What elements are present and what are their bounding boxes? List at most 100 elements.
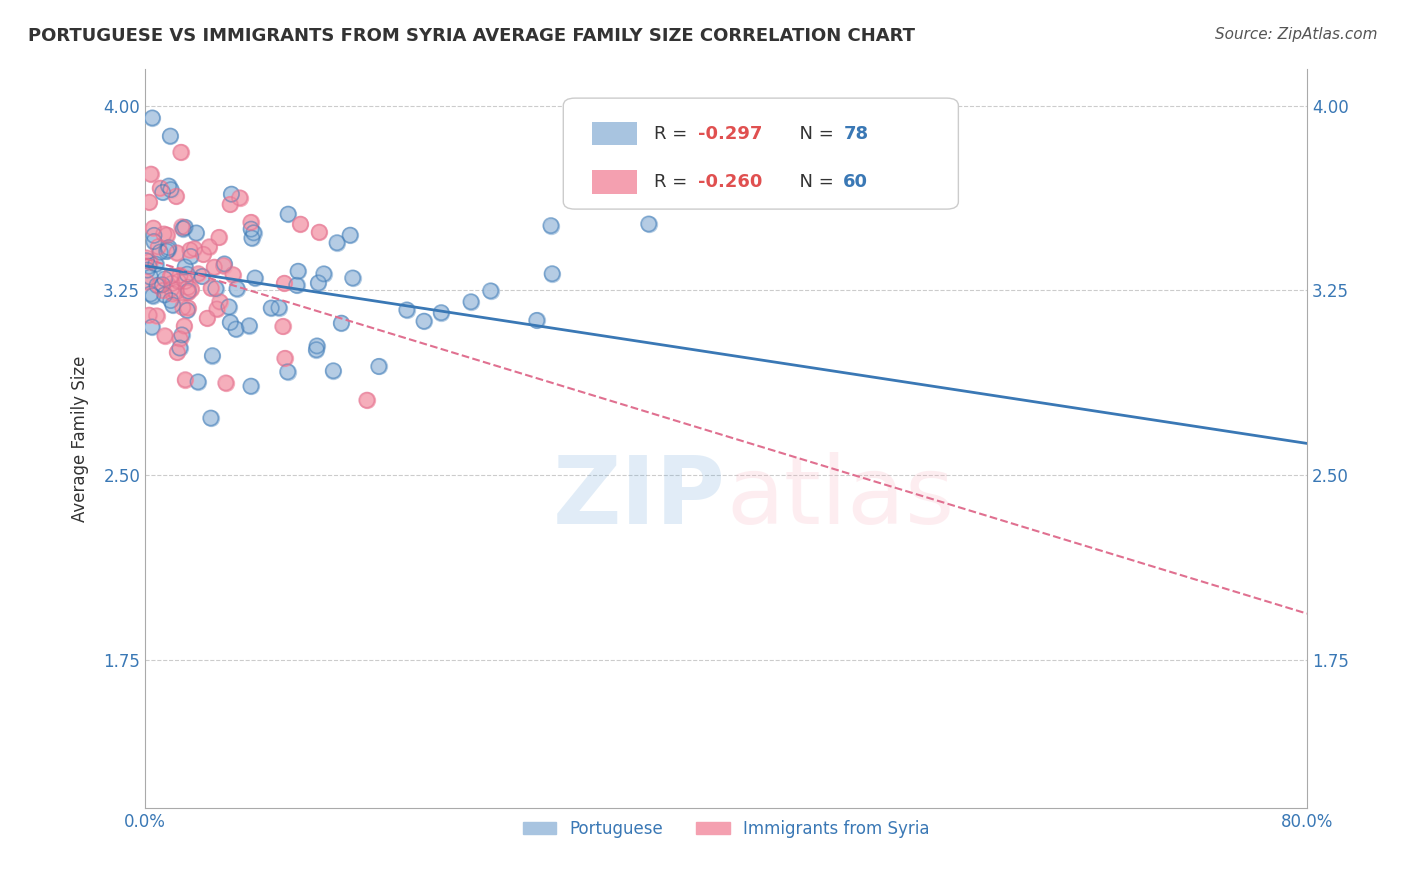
Point bbox=[157, 178, 180, 193]
Point bbox=[305, 339, 328, 353]
Point bbox=[205, 301, 228, 316]
Portuguese bbox=[339, 228, 361, 243]
Point bbox=[177, 285, 200, 300]
Point bbox=[159, 293, 181, 308]
Immigrants from Syria bbox=[356, 393, 378, 408]
Point bbox=[177, 284, 200, 298]
Immigrants from Syria bbox=[170, 145, 193, 160]
Immigrants from Syria bbox=[149, 181, 172, 195]
Point bbox=[177, 280, 200, 294]
Point bbox=[180, 282, 202, 296]
Point bbox=[342, 271, 364, 285]
Text: R =: R = bbox=[654, 126, 693, 144]
Portuguese bbox=[160, 183, 183, 197]
Portuguese bbox=[305, 339, 328, 353]
Point bbox=[145, 309, 167, 323]
FancyBboxPatch shape bbox=[564, 98, 959, 209]
Portuguese bbox=[219, 315, 242, 329]
Immigrants from Syria bbox=[179, 243, 201, 257]
Point bbox=[193, 247, 215, 261]
Portuguese bbox=[330, 316, 353, 330]
Portuguese bbox=[540, 219, 562, 233]
Immigrants from Syria bbox=[198, 240, 221, 254]
Portuguese bbox=[367, 359, 389, 374]
Text: N =: N = bbox=[787, 126, 839, 144]
Point bbox=[153, 272, 176, 286]
Point bbox=[142, 235, 165, 249]
Immigrants from Syria bbox=[174, 372, 197, 386]
Point bbox=[305, 343, 328, 357]
Point bbox=[170, 145, 193, 160]
Immigrants from Syria bbox=[166, 245, 188, 260]
Portuguese bbox=[146, 278, 169, 293]
Point bbox=[170, 219, 193, 234]
Portuguese bbox=[305, 343, 328, 357]
Portuguese bbox=[267, 301, 290, 315]
Point bbox=[187, 375, 209, 389]
Portuguese bbox=[1310, 128, 1333, 142]
Immigrants from Syria bbox=[162, 286, 184, 301]
Immigrants from Syria bbox=[142, 221, 165, 235]
Immigrants from Syria bbox=[138, 254, 160, 268]
Portuguese bbox=[277, 207, 299, 221]
Point bbox=[202, 260, 225, 275]
Portuguese bbox=[149, 245, 172, 260]
Portuguese bbox=[413, 314, 436, 328]
Point bbox=[208, 294, 231, 309]
Point bbox=[135, 251, 157, 265]
Point bbox=[142, 221, 165, 235]
Portuguese bbox=[152, 277, 174, 292]
Portuguese bbox=[240, 222, 263, 236]
Point bbox=[152, 227, 174, 241]
Immigrants from Syria bbox=[152, 227, 174, 241]
Point bbox=[225, 322, 247, 336]
Point bbox=[290, 217, 312, 231]
Point bbox=[157, 241, 180, 255]
Immigrants from Syria bbox=[187, 267, 209, 281]
Point bbox=[172, 221, 194, 235]
Portuguese bbox=[143, 228, 166, 243]
Immigrants from Syria bbox=[169, 268, 191, 283]
Point bbox=[540, 219, 562, 233]
Point bbox=[186, 226, 208, 240]
Immigrants from Syria bbox=[165, 189, 187, 203]
Point bbox=[146, 278, 169, 293]
Point bbox=[367, 359, 389, 374]
Immigrants from Syria bbox=[145, 309, 167, 323]
Point bbox=[307, 276, 329, 290]
Point bbox=[149, 245, 172, 260]
Portuguese bbox=[201, 349, 224, 363]
Point bbox=[277, 207, 299, 221]
Point bbox=[208, 230, 231, 244]
Point bbox=[177, 301, 200, 315]
Point bbox=[356, 393, 378, 408]
Portuguese bbox=[312, 267, 335, 281]
Point bbox=[413, 314, 436, 328]
Immigrants from Syria bbox=[160, 277, 183, 291]
Point bbox=[159, 129, 181, 144]
Portuguese bbox=[136, 263, 159, 277]
Immigrants from Syria bbox=[138, 308, 160, 322]
Portuguese bbox=[152, 186, 174, 200]
Point bbox=[242, 226, 264, 240]
Point bbox=[326, 235, 349, 250]
Point bbox=[183, 242, 205, 256]
Point bbox=[637, 217, 659, 231]
Immigrants from Syria bbox=[290, 217, 312, 231]
Portuguese bbox=[177, 284, 200, 298]
Point bbox=[277, 365, 299, 379]
Point bbox=[165, 189, 187, 203]
Point bbox=[200, 411, 222, 425]
Immigrants from Syria bbox=[271, 319, 294, 334]
Point bbox=[200, 281, 222, 295]
Immigrants from Syria bbox=[195, 311, 218, 326]
Immigrants from Syria bbox=[239, 215, 262, 229]
Point bbox=[142, 289, 165, 303]
Portuguese bbox=[239, 379, 262, 393]
Immigrants from Syria bbox=[214, 376, 236, 390]
Point bbox=[238, 318, 260, 333]
Point bbox=[273, 351, 295, 366]
Portuguese bbox=[157, 243, 180, 257]
Point bbox=[1310, 128, 1333, 142]
Immigrants from Syria bbox=[172, 301, 194, 315]
